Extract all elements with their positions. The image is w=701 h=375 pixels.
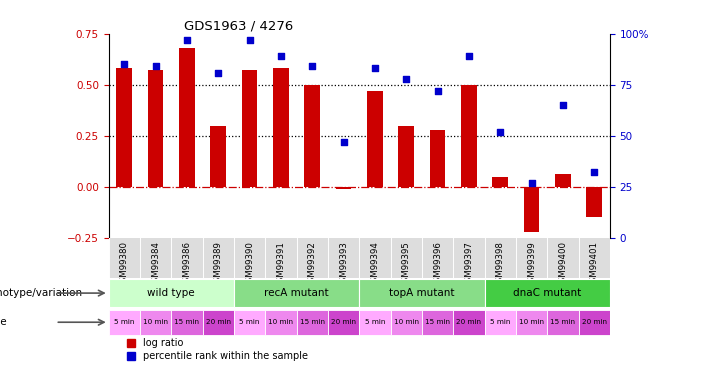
Text: genotype/variation: genotype/variation	[0, 288, 83, 298]
Bar	[454, 310, 484, 334]
Text: 20 min: 20 min	[206, 319, 231, 325]
Text: 5 min: 5 min	[240, 319, 260, 325]
Bar	[140, 310, 171, 334]
Text: 20 min: 20 min	[582, 319, 606, 325]
Text: 5 min: 5 min	[114, 319, 135, 325]
Bar	[265, 310, 297, 334]
Text: topA mutant: topA mutant	[389, 288, 455, 298]
Text: GSM99394: GSM99394	[370, 241, 379, 288]
Text: 5 min: 5 min	[365, 319, 385, 325]
Text: 10 min: 10 min	[268, 319, 294, 325]
Text: GSM99391: GSM99391	[276, 241, 285, 288]
Bar	[179, 48, 195, 187]
Bar	[234, 310, 265, 334]
Bar	[109, 279, 234, 307]
Point	[275, 53, 287, 59]
Bar	[360, 310, 390, 334]
Bar	[484, 279, 610, 307]
Text: 15 min: 15 min	[425, 319, 450, 325]
Text: 15 min: 15 min	[175, 319, 200, 325]
Text: GSM99396: GSM99396	[433, 241, 442, 288]
Point	[495, 129, 506, 135]
Bar	[273, 68, 289, 187]
Point	[306, 63, 318, 69]
Text: GSM99400: GSM99400	[559, 241, 567, 288]
Text: GSM99399: GSM99399	[527, 241, 536, 288]
Text: GSM99380: GSM99380	[120, 241, 129, 288]
Text: dnaC mutant: dnaC mutant	[513, 288, 581, 298]
Text: 10 min: 10 min	[394, 319, 418, 325]
Text: GSM99392: GSM99392	[308, 241, 317, 288]
Text: wild type: wild type	[147, 288, 195, 298]
Bar	[336, 187, 351, 189]
Point	[212, 69, 224, 75]
Point	[432, 88, 443, 94]
Bar	[492, 177, 508, 187]
Bar	[547, 310, 578, 334]
Bar	[109, 310, 140, 334]
Bar	[430, 130, 445, 187]
Text: GSM99393: GSM99393	[339, 241, 348, 288]
Bar	[484, 310, 516, 334]
Bar	[328, 310, 360, 334]
Bar	[203, 310, 234, 334]
Text: GSM99398: GSM99398	[496, 241, 505, 288]
Text: GDS1963 / 4276: GDS1963 / 4276	[184, 20, 293, 33]
Bar	[586, 187, 602, 218]
Text: recA mutant: recA mutant	[264, 288, 329, 298]
Text: GSM99395: GSM99395	[402, 241, 411, 288]
Bar	[516, 310, 547, 334]
Bar	[360, 279, 484, 307]
Text: GSM99384: GSM99384	[151, 241, 160, 288]
Point	[150, 63, 161, 69]
Bar	[367, 91, 383, 187]
Bar	[422, 310, 454, 334]
Point	[182, 37, 193, 43]
Bar	[234, 279, 360, 307]
Bar	[461, 85, 477, 187]
Bar	[171, 310, 203, 334]
Bar	[398, 126, 414, 187]
Text: 10 min: 10 min	[143, 319, 168, 325]
Text: 20 min: 20 min	[456, 319, 482, 325]
Bar	[210, 126, 226, 187]
Text: 20 min: 20 min	[331, 319, 356, 325]
Text: GSM99389: GSM99389	[214, 241, 223, 288]
Text: 5 min: 5 min	[490, 319, 510, 325]
Text: GSM99401: GSM99401	[590, 241, 599, 288]
Text: 10 min: 10 min	[519, 319, 544, 325]
Point	[338, 139, 349, 145]
Bar	[116, 68, 132, 187]
Text: time: time	[0, 317, 7, 327]
Point	[526, 180, 537, 186]
Bar	[524, 187, 539, 232]
Text: 15 min: 15 min	[550, 319, 576, 325]
Point	[244, 37, 255, 43]
Text: GSM99386: GSM99386	[182, 241, 191, 288]
Text: GSM99397: GSM99397	[464, 241, 473, 288]
Point	[557, 102, 569, 108]
Bar	[242, 70, 257, 187]
Point	[463, 53, 475, 59]
Bar	[297, 310, 328, 334]
Text: GSM99390: GSM99390	[245, 241, 254, 288]
Text: 15 min: 15 min	[300, 319, 325, 325]
Point	[369, 65, 381, 71]
Point	[118, 62, 130, 68]
Point	[589, 170, 600, 176]
Point	[401, 76, 412, 82]
Bar	[555, 174, 571, 187]
Bar	[578, 310, 610, 334]
Bar	[148, 70, 163, 187]
Bar	[304, 85, 320, 187]
Bar	[390, 310, 422, 334]
Legend: log ratio, percentile rank within the sample: log ratio, percentile rank within the sa…	[123, 334, 312, 365]
